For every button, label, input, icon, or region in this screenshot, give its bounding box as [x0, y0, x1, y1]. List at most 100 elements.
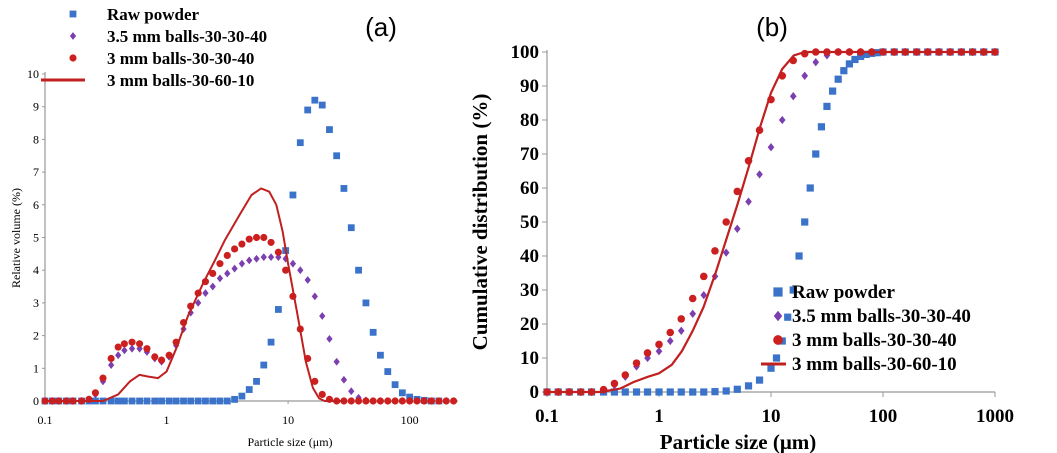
data-point: [143, 345, 151, 353]
data-point: [289, 191, 297, 199]
y-tick-label: 10: [520, 348, 539, 369]
y-tick-label: 40: [520, 246, 539, 267]
y-tick-label: 5: [33, 231, 39, 245]
data-point: [252, 233, 261, 242]
data-point: [296, 139, 304, 147]
y-tick-label: 60: [520, 178, 539, 199]
data-point: [812, 150, 820, 158]
data-point: [643, 388, 652, 396]
legend-swatch: [69, 32, 77, 40]
data-point: [319, 312, 326, 320]
y-tick-label: 70: [520, 144, 539, 165]
data-point: [318, 390, 326, 399]
data-point: [311, 292, 318, 301]
data-point: [333, 152, 341, 160]
data-point: [621, 388, 629, 396]
panel-b-y-ticks: 0 10 20 30 40 50 60 70 80 90 100: [511, 42, 547, 403]
y-tick-label: 3: [33, 296, 39, 310]
data-point: [688, 294, 697, 303]
panel-a-y-axis-title: Relative volume (%): [9, 188, 23, 288]
data-point: [745, 197, 752, 206]
data-point: [700, 388, 708, 396]
panel-a-y-ticks: 0 1 2 3 4 5 6 7 8 9 10: [27, 67, 45, 408]
data-point: [311, 96, 319, 104]
data-point: [136, 344, 143, 353]
data-point: [829, 87, 837, 95]
data-point: [120, 397, 128, 405]
panel-b-label: (b): [756, 12, 788, 42]
x-tick-label: 1: [654, 406, 664, 427]
data-point: [209, 397, 217, 405]
data-point: [845, 60, 853, 68]
data-point: [789, 92, 797, 101]
data-point: [108, 361, 115, 369]
data-point: [789, 286, 797, 294]
data-point: [231, 264, 238, 273]
data-point: [689, 309, 697, 318]
data-point: [326, 334, 333, 343]
data-point: [689, 388, 697, 396]
data-point: [202, 289, 209, 297]
data-point: [755, 376, 764, 384]
legend-swatch: [773, 287, 783, 297]
legend-label: Raw powder: [792, 282, 895, 303]
y-tick-label: 80: [520, 110, 539, 131]
y-tick-label: 2: [33, 329, 39, 343]
data-point: [420, 397, 428, 405]
data-point: [347, 397, 355, 405]
data-point: [143, 397, 151, 405]
panel-a-chart: (a) 0 1 2 3 4 5 6 7 8 9 10 0.1 1 10 100 Particle size…: [9, 5, 458, 449]
data-point: [311, 377, 319, 385]
y-tick-label: 7: [33, 165, 39, 179]
panel-a-label: (a): [365, 12, 397, 42]
data-point: [778, 115, 786, 125]
data-point: [340, 375, 348, 384]
data-point: [733, 385, 741, 393]
data-point: [136, 397, 143, 405]
data-point: [377, 351, 384, 359]
x-tick-label: 10: [762, 406, 781, 427]
y-tick-label: 100: [511, 42, 540, 63]
data-point: [347, 224, 355, 232]
legend-label: 3 mm balls-30-60-10: [107, 71, 254, 90]
data-point: [318, 101, 326, 109]
data-point: [632, 359, 641, 367]
data-point: [722, 248, 730, 257]
data-point: [91, 389, 100, 397]
panel-b-x-ticks: 0.1 1 10 100 1000: [535, 392, 1014, 427]
legend-item: 3 mm balls-30-30-40: [69, 49, 254, 68]
data-point: [253, 254, 260, 263]
data-point: [99, 374, 107, 382]
y-tick-label: 30: [520, 280, 539, 301]
legend-label: 3 mm balls-30-60-10: [792, 354, 957, 375]
x-tick-label: 1000: [976, 406, 1014, 427]
data-point: [260, 233, 268, 242]
data-point: [165, 397, 173, 405]
data-point: [666, 388, 674, 396]
data-point: [260, 361, 268, 369]
data-point: [304, 276, 311, 284]
y-tick-label: 9: [33, 100, 39, 114]
data-point: [216, 397, 224, 405]
data-point: [406, 397, 414, 405]
data-point: [722, 218, 730, 226]
data-point: [362, 299, 370, 307]
data-point: [677, 315, 686, 323]
data-point: [128, 338, 136, 346]
data-point: [362, 397, 370, 405]
data-point: [180, 397, 187, 405]
legend-item: 3 mm balls-30-30-40: [773, 330, 957, 351]
data-point: [384, 397, 392, 405]
data-point: [267, 338, 275, 346]
data-point: [442, 397, 450, 405]
y-tick-label: 4: [33, 263, 39, 277]
data-point: [801, 218, 809, 226]
data-point: [391, 381, 399, 389]
panel-a-x-ticks: 0.1 1 10 100: [38, 401, 419, 427]
data-point: [398, 397, 406, 405]
data-point: [655, 347, 663, 356]
data-point: [435, 397, 443, 405]
data-point: [744, 382, 753, 390]
data-point: [354, 397, 363, 405]
data-point: [238, 240, 246, 248]
